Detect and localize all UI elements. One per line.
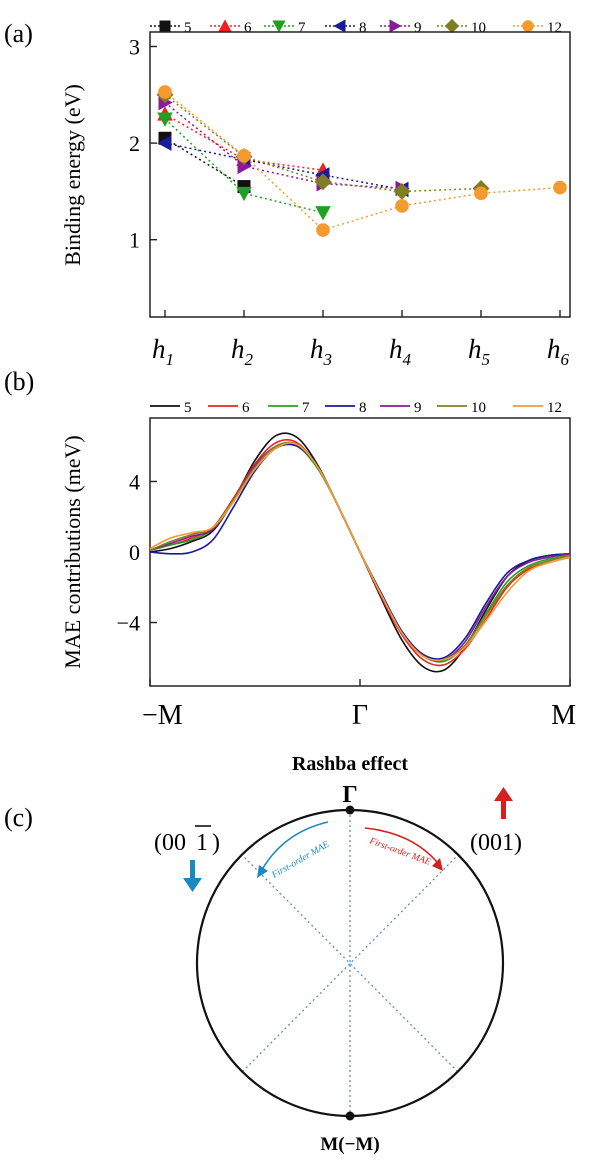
x-tick-label-b: −M xyxy=(142,700,183,731)
left-arc-label: First-order MAE xyxy=(270,840,332,881)
left-arc-arrowhead xyxy=(257,865,268,878)
legend-label-b-6: 6 xyxy=(242,400,250,416)
y-tick-label-a: 1 xyxy=(129,228,140,253)
legend-marker-8 xyxy=(333,19,346,33)
series-a xyxy=(156,85,567,237)
series-line-5 xyxy=(164,137,245,188)
m-point-dot xyxy=(345,1111,355,1121)
x-tick-label-a: h2 xyxy=(231,334,254,369)
y-axis-label-b: MAE contributions (meV) xyxy=(60,435,85,668)
series-line-9 xyxy=(164,101,403,190)
legend-label-9: 9 xyxy=(414,20,422,36)
right-arc-label: First-order MAE xyxy=(367,836,432,868)
direction-label-001-bar: (00 1 ) xyxy=(154,825,220,856)
data-point-8 xyxy=(157,135,172,151)
legend-label-10: 10 xyxy=(471,20,486,36)
data-point-7 xyxy=(315,206,331,221)
series-b xyxy=(149,432,571,673)
right-arc-arrowhead xyxy=(432,858,443,871)
legend-label-8: 8 xyxy=(359,20,367,36)
panel-label-c: (c) xyxy=(4,803,33,832)
y-tick-label-a: 3 xyxy=(129,34,140,59)
series-line-8 xyxy=(164,142,403,191)
legend-label-7: 7 xyxy=(298,20,306,36)
legend-marker-7 xyxy=(272,20,286,33)
series-line-7 xyxy=(164,118,324,214)
data-point-7 xyxy=(236,186,252,202)
diagram-title: Rashba effect xyxy=(292,753,408,775)
x-tick-label-a: h4 xyxy=(389,334,412,369)
dashed-line-diagonal-2 xyxy=(240,853,460,1074)
panel-label-b: (b) xyxy=(4,367,34,396)
y-tick-label-b: −4 xyxy=(117,611,140,636)
direction-left-close: ) xyxy=(212,830,220,856)
data-point-10 xyxy=(314,173,332,191)
legend-label-b-5: 5 xyxy=(184,400,192,416)
x-tick-label-a: h5 xyxy=(468,334,490,369)
data-point-9 xyxy=(237,158,252,175)
axes-b: −4 0 4 −M Γ M xyxy=(117,469,577,731)
data-point-12 xyxy=(237,148,251,163)
x-tick-label-a: h6 xyxy=(547,334,570,369)
direction-left-open: (00 xyxy=(154,830,186,856)
legend-label-5: 5 xyxy=(184,20,192,36)
data-point-12 xyxy=(553,180,567,195)
y-tick-label-a: 2 xyxy=(129,131,140,156)
right-arc-arrow xyxy=(364,827,438,863)
series-line-12 xyxy=(164,91,561,231)
rashba-circle-diagram: First-order MAE First-order MAE xyxy=(195,805,505,1121)
legend-marker-5 xyxy=(159,20,171,32)
legend-label-b-12: 12 xyxy=(547,400,562,416)
legend-marker-9 xyxy=(389,19,402,33)
plot-frame-a xyxy=(149,31,571,318)
arrow-up-icon xyxy=(494,787,513,819)
y-tick-label-b: 4 xyxy=(129,469,140,494)
legend-label-6: 6 xyxy=(244,20,252,36)
data-point-12 xyxy=(158,85,172,99)
legend-marker-6 xyxy=(218,19,232,32)
data-point-12 xyxy=(474,186,488,201)
direction-label-001: (001) xyxy=(470,830,522,856)
data-point-7 xyxy=(157,112,173,127)
panel-label-a: (a) xyxy=(4,19,33,48)
legend-marker-12 xyxy=(522,20,534,32)
legend-a: 5 6 7 8 9 10 12 xyxy=(150,18,562,36)
mae-curve-12 xyxy=(149,442,571,662)
m-point-label: M(−M) xyxy=(320,1134,379,1155)
legend-label-b-10: 10 xyxy=(471,400,486,416)
legend-label-b-8: 8 xyxy=(359,400,367,416)
legend-label-b-7: 7 xyxy=(302,400,310,416)
data-point-12 xyxy=(316,223,330,237)
gamma-point-dot xyxy=(345,805,355,815)
series-line-10 xyxy=(164,94,482,193)
y-axis-label-a: Binding energy (eV) xyxy=(60,84,85,266)
x-tick-label-b: M xyxy=(551,700,576,731)
axes-a: 1 2 3 h1 h2 h3 h4 h5 h6 xyxy=(129,34,570,369)
arrow-down-icon xyxy=(183,860,202,892)
gamma-point-label: Γ xyxy=(342,782,357,808)
legend-label-b-9: 9 xyxy=(414,400,422,416)
x-tick-label-a: h1 xyxy=(152,334,174,369)
dashed-line-diagonal-1 xyxy=(240,853,460,1074)
x-tick-label-b: Γ xyxy=(352,700,368,731)
data-point-10 xyxy=(393,182,411,200)
legend-marker-10 xyxy=(444,18,460,34)
legend-label-12: 12 xyxy=(547,20,562,36)
left-arc-arrow xyxy=(262,821,329,869)
y-tick-label-b: 0 xyxy=(129,540,140,565)
data-point-12 xyxy=(395,199,409,213)
direction-left-bar-digit: 1 xyxy=(196,830,208,856)
legend-b: 5 6 7 8 9 10 12 xyxy=(150,400,562,416)
x-tick-label-a: h3 xyxy=(310,334,332,369)
